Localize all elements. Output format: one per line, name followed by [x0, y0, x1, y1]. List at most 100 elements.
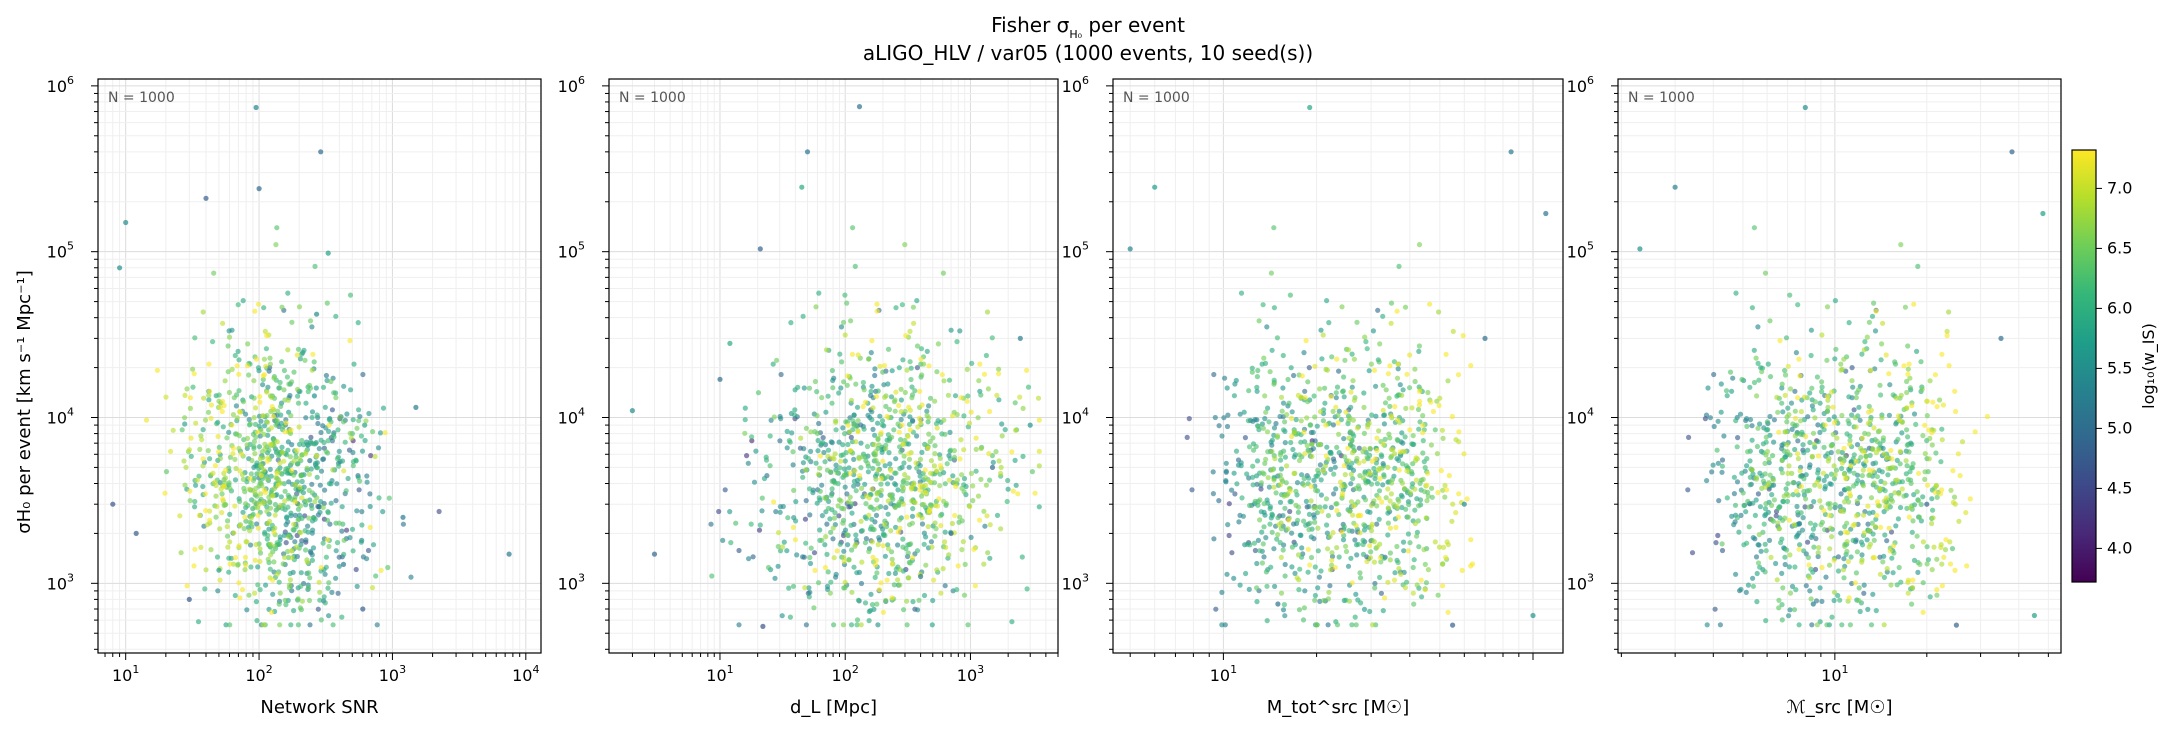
data-point [1322, 385, 1328, 391]
data-point [1307, 562, 1313, 568]
data-point [1282, 454, 1288, 460]
data-point [1715, 460, 1721, 466]
data-point [1734, 515, 1740, 521]
data-point [879, 422, 885, 428]
data-point [1349, 450, 1356, 456]
data-point [1891, 543, 1897, 549]
data-point [1940, 402, 1946, 408]
data-point [1838, 491, 1844, 497]
data-point [194, 477, 200, 483]
y-tick-label: 105 [558, 240, 585, 262]
data-point [1394, 375, 1401, 381]
data-point [1385, 579, 1391, 585]
data-point [1916, 514, 1923, 520]
data-point [1712, 606, 1718, 612]
data-point [1775, 505, 1781, 511]
data-point [1336, 408, 1342, 414]
data-point [1379, 499, 1385, 505]
data-point [1871, 537, 1877, 543]
data-point [1303, 338, 1309, 344]
data-point [1301, 605, 1307, 611]
scatter-points [629, 104, 1042, 630]
data-point [213, 493, 219, 499]
data-point [1353, 591, 1359, 597]
data-point [964, 366, 970, 372]
data-point [1878, 392, 1884, 398]
data-point [1371, 559, 1377, 565]
data-point [940, 566, 946, 572]
data-point [1277, 540, 1283, 546]
data-point [182, 415, 188, 421]
data-point [254, 618, 260, 624]
data-point [1434, 451, 1440, 457]
data-point [757, 522, 763, 528]
data-point [1262, 460, 1268, 466]
data-point [367, 491, 373, 497]
data-point [1868, 495, 1875, 501]
data-point [1360, 541, 1366, 548]
data-point [1407, 490, 1413, 496]
data-point [886, 450, 892, 456]
data-point [199, 437, 205, 443]
data-point [1810, 430, 1817, 436]
data-point [1884, 538, 1890, 544]
data-point [917, 388, 923, 394]
data-point [1352, 537, 1358, 543]
data-point [1372, 585, 1378, 591]
data-point [1036, 463, 1042, 469]
data-point [1873, 308, 1879, 314]
data-point [1186, 416, 1192, 422]
data-point [1271, 546, 1277, 552]
data-point [182, 482, 188, 488]
data-point [832, 451, 838, 457]
data-point [906, 404, 912, 410]
data-point [294, 352, 300, 358]
data-point [1939, 351, 1945, 357]
data-point [1372, 456, 1378, 462]
data-point [1784, 419, 1790, 425]
data-point [1385, 532, 1391, 538]
data-point [816, 420, 822, 427]
data-point [1336, 450, 1342, 456]
data-point [1926, 427, 1932, 433]
data-point [1436, 309, 1442, 315]
data-point [827, 590, 833, 596]
data-point [839, 359, 845, 365]
data-point [1789, 583, 1796, 590]
data-point [1834, 435, 1840, 441]
data-point [1909, 601, 1915, 607]
data-point [279, 304, 285, 310]
data-point [216, 567, 222, 573]
data-point [219, 408, 225, 415]
data-point [851, 456, 857, 462]
data-point [970, 483, 976, 489]
data-point [207, 508, 213, 514]
data-point [1829, 614, 1835, 620]
data-point [937, 513, 944, 519]
data-point [1438, 468, 1444, 474]
data-point [212, 479, 218, 485]
data-point [1291, 429, 1297, 435]
data-point [909, 486, 915, 492]
data-point [1261, 524, 1267, 530]
data-point [241, 526, 247, 532]
data-point [1856, 387, 1862, 393]
data-point [1281, 493, 1287, 499]
data-point [840, 425, 846, 431]
data-point [1934, 556, 1940, 562]
data-point [1729, 388, 1735, 394]
data-point [1752, 512, 1758, 519]
data-point [1769, 517, 1775, 523]
data-point [800, 554, 806, 560]
data-point [1428, 442, 1434, 448]
data-point [333, 395, 339, 401]
data-point [1260, 302, 1266, 308]
data-point [1398, 571, 1404, 577]
data-point [1399, 480, 1405, 486]
data-point [821, 449, 827, 456]
data-point [904, 622, 910, 628]
data-point [1298, 394, 1304, 400]
data-point [364, 479, 370, 485]
data-point [1271, 477, 1277, 483]
data-point [901, 477, 907, 483]
